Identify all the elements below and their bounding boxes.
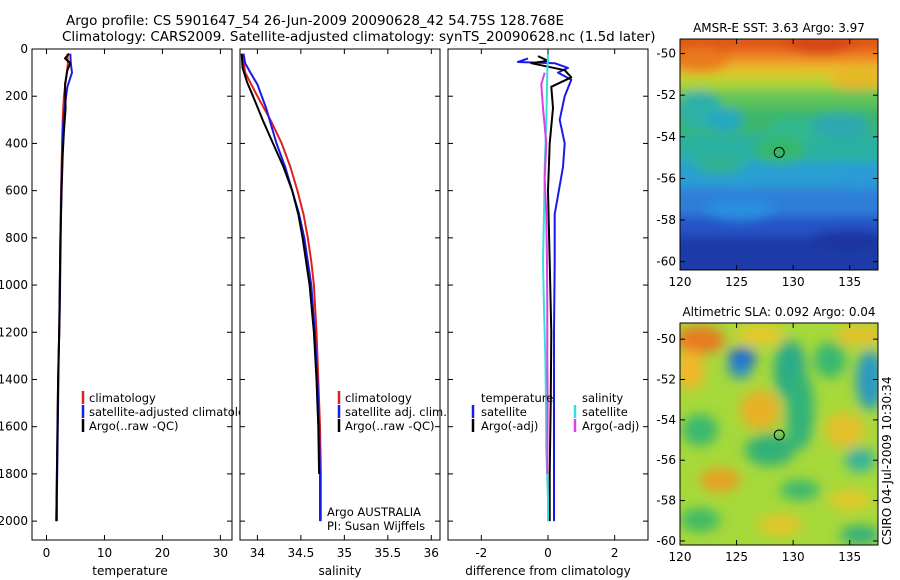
x-tick-label: 0: [43, 546, 51, 560]
legend-group-title-salinity: salinity: [582, 391, 623, 405]
difference-legend: temperature satellite Argo(-adj) salinit…: [471, 391, 639, 433]
x-tick-label: 34.5: [288, 546, 315, 560]
series-line-argo-raw-qc-: [55, 53, 72, 522]
difference-x-label: difference from climatology: [465, 564, 631, 578]
map-y-tick-label: -56: [656, 171, 676, 185]
y-tick-label: 400: [5, 136, 28, 150]
x-tick-label: 34: [250, 546, 265, 560]
x-tick-label: 20: [155, 546, 170, 560]
map-x-tick-label: 120: [669, 550, 692, 564]
sla-map-frame: [679, 322, 879, 546]
salinity-x-ticks: 34 34.5 35 35.5 36: [250, 49, 439, 560]
sst-map-frame: [679, 38, 879, 271]
legend-label-argo: Argo(..raw -QC): [345, 419, 435, 433]
map-x-tick-label: 120: [669, 275, 692, 289]
sst-map-field: [680, 39, 878, 270]
map-x-tick-label: 125: [725, 550, 748, 564]
difference-series-group: [517, 53, 573, 522]
y-tick-label: 1400: [0, 372, 28, 386]
temperature-x-label: temperature: [92, 564, 167, 578]
y-tick-label: 1200: [0, 325, 28, 339]
x-tick-label: 0: [544, 546, 552, 560]
x-tick-label: 35: [337, 546, 352, 560]
principal-investigator-annotation: PI: Susan Wijffels: [327, 519, 425, 533]
sst-map-title: AMSR-E SST: 3.63 Argo: 3.97: [693, 21, 865, 35]
map-x-tick-label: 130: [782, 275, 805, 289]
csiro-timestamp-label: CSIRO 04-Jul-2009 10:30:34: [880, 377, 894, 545]
y-tick-label: 600: [5, 184, 28, 198]
y-tick-label: 1800: [0, 467, 28, 481]
y-tick-label: 800: [5, 231, 28, 245]
map-y-tick-label: -50: [656, 47, 676, 61]
x-tick-label: 36: [424, 546, 439, 560]
map-x-tick-label: 130: [782, 550, 805, 564]
map-y-tick-label: -54: [656, 130, 676, 144]
sst-map-panel: AMSR-E SST: 3.63 Argo: 3.97: [656, 21, 879, 289]
map-y-tick-label: -52: [656, 373, 676, 387]
x-tick-label: 10: [97, 546, 112, 560]
sla-map-field: [680, 323, 878, 545]
legend-group-title-temperature: temperature: [481, 391, 553, 405]
temperature-axes-frame: [31, 48, 233, 541]
temperature-y-ticks: 0 200 400 600 800 1000 1200 1400 1600 1800 2000: [0, 42, 232, 528]
map-y-tick-label: -54: [656, 413, 676, 427]
legend-label-temperature-satellite: satellite: [481, 405, 527, 419]
series-line-temperature-argo-adj-: [530, 55, 573, 522]
map-x-tick-label: 135: [838, 275, 861, 289]
sla-map-title: Altimetric SLA: 0.092 Argo: 0.04: [682, 305, 875, 319]
series-line-argo-raw-qc-: [240, 53, 321, 474]
map-y-tick-label: -58: [656, 213, 676, 227]
sst-map-y-ticks: -50 -52 -54 -56 -58 -60: [656, 47, 878, 269]
y-tick-label: 1600: [0, 420, 28, 434]
map-y-tick-label: -58: [656, 494, 676, 508]
data-provider-annotation: Argo AUSTRALIA: [327, 505, 421, 519]
y-tick-label: 2000: [0, 514, 28, 528]
temperature-x-ticks: 0 10 20 30: [43, 49, 228, 560]
series-line-temperature-satellite: [517, 57, 573, 522]
difference-panel: -2 0 2 difference from climatology tempera…: [447, 48, 649, 578]
sla-map-x-ticks: 120 125 130 135: [669, 323, 861, 564]
legend-label-salinity-argo: Argo(-adj): [582, 419, 639, 433]
salinity-series-group: [240, 53, 322, 522]
y-tick-label: 1000: [0, 278, 28, 292]
salinity-x-label: salinity: [318, 564, 361, 578]
y-tick-label: 200: [5, 89, 28, 103]
map-y-tick-label: -50: [656, 332, 676, 346]
x-tick-label: 35.5: [374, 546, 401, 560]
legend-label-climatology: climatology: [345, 391, 412, 405]
legend-label-temperature-argo: Argo(-adj): [481, 419, 538, 433]
map-x-tick-label: 135: [838, 550, 861, 564]
salinity-legend: climatology satellite adj. clim. Argo(..…: [337, 391, 447, 433]
x-tick-label: -2: [475, 546, 487, 560]
sst-argo-location-marker: [773, 146, 785, 158]
sla-argo-location-marker: [773, 429, 785, 441]
temperature-series-group: [55, 53, 73, 522]
map-x-tick-label: 125: [725, 275, 748, 289]
sla-map-y-ticks: -50 -52 -54 -56 -58 -60: [656, 332, 878, 548]
map-y-tick-label: -60: [656, 255, 676, 269]
difference-x-ticks: -2 0 2: [475, 49, 618, 560]
salinity-y-ticks: [240, 48, 440, 522]
map-y-tick-label: -56: [656, 453, 676, 467]
legend-label-satellite: satellite-adjusted climatology: [89, 405, 259, 419]
sla-map-panel: Altimetric SLA: 0.092 Argo: 0.04: [656, 305, 879, 564]
temperature-panel: 0 200 400 600 800 1000 1200 1400 1600 1800 2000 0 1…: [0, 42, 259, 578]
figure-title-line-2: Climatology: CARS2009. Satellite-adjuste…: [62, 29, 656, 45]
map-y-tick-label: -60: [656, 534, 676, 548]
legend-label-climatology: climatology: [89, 391, 156, 405]
figure-title-line-1: Argo profile: CS 5901647_54 26-Jun-2009 …: [66, 13, 564, 29]
temperature-legend: climatology satellite-adjusted climatolo…: [81, 391, 259, 433]
map-y-tick-label: -52: [656, 88, 676, 102]
legend-label-argo: Argo(..raw -QC): [89, 419, 179, 433]
x-tick-label: 30: [213, 546, 228, 560]
series-line-salinity-argo-adj-: [540, 72, 549, 474]
legend-label-satellite: satellite adj. clim.: [345, 405, 447, 419]
y-tick-label: 0: [20, 42, 28, 56]
x-tick-label: 2: [611, 546, 619, 560]
legend-label-salinity-satellite: satellite: [582, 405, 628, 419]
difference-y-ticks: [448, 48, 648, 522]
sst-map-x-ticks: 120 125 130 135: [669, 39, 861, 289]
salinity-panel: 34 34.5 35 35.5 36 salinity climatology sate…: [239, 48, 447, 578]
